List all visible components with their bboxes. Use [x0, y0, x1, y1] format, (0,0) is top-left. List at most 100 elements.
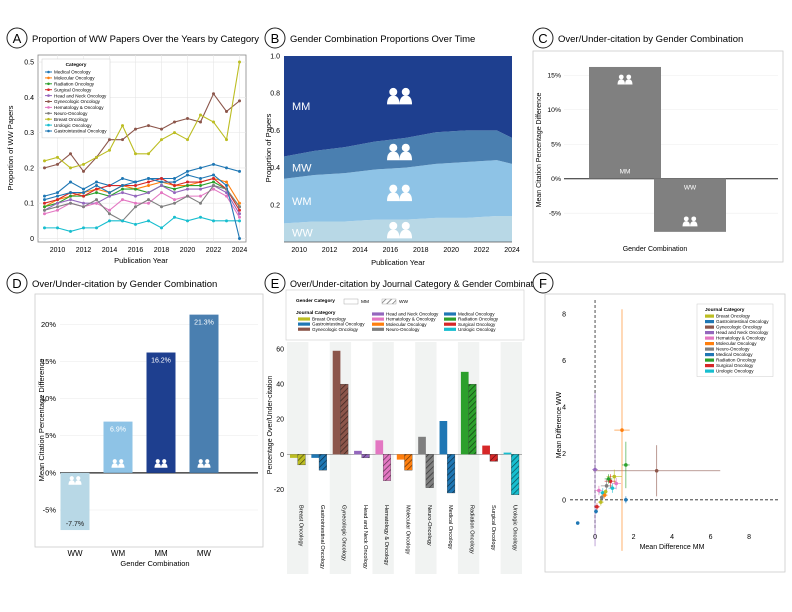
- panel-a-point: [238, 99, 241, 103]
- panel-d-value-label: 21.3%: [194, 320, 214, 327]
- panel-f-ytick-label: 0: [562, 497, 566, 504]
- panel-a-point: [95, 155, 98, 159]
- panel-a-point: [108, 212, 111, 216]
- panel-a-point: [225, 109, 228, 113]
- panel-e-bar-hatch: [318, 454, 327, 471]
- panel-a-point: [173, 187, 176, 191]
- panel-a-ytick-label: 0.5: [24, 60, 34, 67]
- panel-e-ytick-label: -20: [274, 487, 284, 494]
- panel-a-point: [108, 184, 111, 188]
- panel-a-point: [238, 236, 241, 240]
- panel-a-legend-label: Breast Oncology: [54, 117, 89, 122]
- panel-a-point: [95, 226, 98, 230]
- panel-e-bar-hatch: [404, 454, 413, 471]
- panel-a-legend-marker: [47, 100, 50, 103]
- panel-e-xtick-label: Head and Neck Oncology: [362, 505, 368, 569]
- panel-f-legend-label: Neuro-Oncology: [716, 347, 750, 352]
- panel-a-point: [69, 166, 72, 170]
- panel-d-xtick-label: WM: [111, 549, 126, 558]
- panel-a-legend-label: Molecular Oncology: [54, 76, 95, 81]
- panel-a-xtick-label: 2012: [76, 247, 92, 254]
- panel-e-journal-label: Surgical Oncology: [458, 322, 496, 327]
- panel-e-header: E Over/Under-citation by Journal Categor…: [264, 272, 545, 294]
- panel-e-ylabel: Percentage Over/Under-citation: [267, 376, 274, 475]
- panel-f-legend-label: Urologic Oncology: [716, 369, 754, 374]
- panel-a-point: [147, 201, 150, 205]
- panel-b-xtick-label: 2020: [443, 247, 459, 254]
- panel-b-ytick-label: 0.6: [270, 128, 280, 135]
- panel-e-bar: [396, 454, 405, 460]
- panel-f-legend-swatch: [705, 364, 714, 368]
- panel-a-legend-marker: [47, 117, 50, 121]
- panel-a-point: [43, 212, 46, 216]
- panel-e-letter: E: [271, 276, 280, 291]
- panel-d-ytick-label: 20%: [41, 320, 56, 329]
- panel-a-point: [238, 205, 241, 209]
- panel-a-ytick-label: 0.1: [24, 201, 34, 208]
- panel-c-bar: [654, 178, 726, 232]
- panel-a-point: [43, 198, 46, 202]
- panel-a-point: [121, 198, 124, 202]
- panel-a-ytick-label: 0.3: [24, 130, 34, 137]
- panel-a-legend-marker: [47, 70, 50, 74]
- panel-f-ytick-label: 2: [562, 451, 566, 458]
- panel-a-point: [225, 166, 228, 170]
- panel-f-legend-label: Radiation Oncology: [716, 358, 757, 363]
- panel-f-point: [620, 428, 624, 432]
- panel-a-point: [56, 201, 59, 205]
- panel-b-area-label: MM: [292, 101, 310, 113]
- panel-d-ytick-label: -5%: [43, 506, 57, 515]
- panel-b-xtick-label: 2024: [504, 247, 520, 254]
- panel-b-xlabel: Publication Year: [371, 258, 425, 267]
- panel-b-ytick-label: 0.8: [270, 91, 280, 98]
- panel-f-frame: [544, 293, 786, 573]
- panel-a-point: [186, 117, 189, 121]
- panel-e-journal-swatch: [372, 312, 384, 316]
- panel-c-bar-label: MM: [620, 169, 631, 176]
- panel-d-letter: D: [12, 276, 21, 291]
- panel-a-point: [173, 191, 176, 195]
- panel-b-area-labels: WW WM MW MM: [292, 87, 413, 240]
- panel-b-xtick-label: 2018: [413, 247, 429, 254]
- panel-a-point: [82, 162, 85, 166]
- panel-d-ytick-label: 10%: [41, 394, 56, 403]
- panel-a-series: [43, 60, 241, 240]
- panel-e-xtick-label: Urologic Oncology: [511, 505, 517, 551]
- panel-a-point: [43, 226, 46, 230]
- panel-a-point: [225, 180, 228, 184]
- panel-f-point: [604, 484, 609, 488]
- panel-a-point: [56, 205, 59, 209]
- panel-a-point: [225, 138, 228, 142]
- panel-a-point: [43, 166, 46, 170]
- panel-b-chart: 0.2 0.4 0.6 0.8 1.0 2010 2012 2014 2016 2018 2020 2…: [264, 54, 520, 268]
- panel-e-journal-swatch: [444, 322, 456, 326]
- panel-a-point: [238, 215, 241, 219]
- panel-a-point: [69, 191, 72, 195]
- panel-a-point: [212, 92, 215, 96]
- panel-c-chart: -5% 0% 5% 10% 15% MM WW Gender Combination Me…: [536, 66, 778, 253]
- panel-d-xtick-label: WW: [67, 549, 83, 558]
- panel-d-xlabel: Gender Combination: [120, 559, 189, 568]
- panel-a-point: [134, 205, 137, 209]
- panel-d-value-label: -7.7%: [66, 521, 84, 528]
- panel-a-point: [82, 169, 85, 173]
- panel-a-point: [238, 201, 241, 205]
- panel-e-bar: [354, 450, 362, 455]
- panel-a-point: [147, 191, 150, 195]
- panel-a-point: [212, 180, 215, 184]
- panel-e-bar: [418, 436, 426, 455]
- panel-a-point: [121, 219, 124, 223]
- panel-a-point: [160, 191, 163, 195]
- panel-e-xtick-label: Molecular Oncology: [405, 505, 411, 555]
- panel-a-point: [121, 191, 124, 195]
- panel-e-legend: Gender Category MM WW Journal CategoryBreas…: [296, 298, 499, 332]
- panel-a-point: [121, 187, 124, 191]
- panel-a-point: [56, 162, 59, 166]
- panel-e-journal-swatch: [372, 317, 384, 321]
- panel-e-xtick-label: Radiation Oncology: [469, 505, 475, 554]
- panel-e-bar-hatch: [382, 454, 391, 481]
- panel-f-point: [575, 521, 580, 525]
- panel-f-legend-swatch: [705, 353, 714, 357]
- panel-a-point: [147, 180, 150, 184]
